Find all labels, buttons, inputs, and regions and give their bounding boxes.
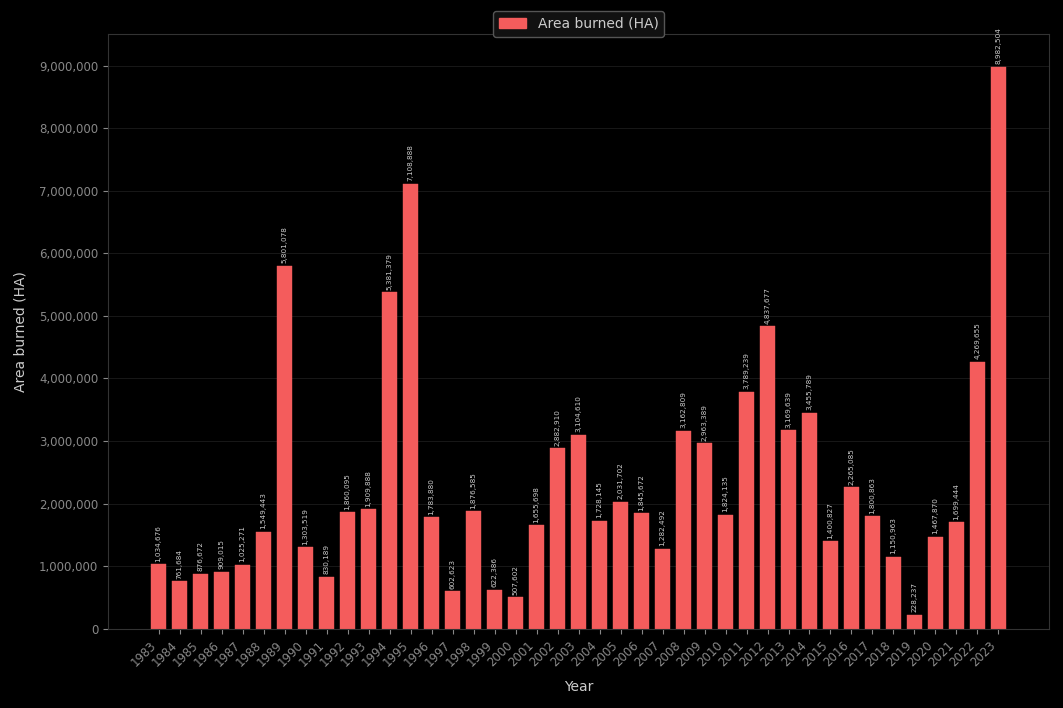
Text: 3,104,610: 3,104,610 — [575, 395, 581, 432]
Text: 761,684: 761,684 — [176, 549, 183, 578]
Bar — [487, 590, 503, 629]
Text: 2,882,910: 2,882,910 — [555, 409, 560, 446]
Bar — [634, 513, 649, 629]
Text: 7,108,888: 7,108,888 — [407, 144, 414, 181]
Text: 1,303,519: 1,303,519 — [303, 508, 308, 544]
Text: 1,845,672: 1,845,672 — [639, 474, 644, 511]
Text: 228,237: 228,237 — [911, 582, 917, 612]
Text: 3,162,809: 3,162,809 — [680, 392, 687, 428]
Text: 602,623: 602,623 — [450, 559, 456, 588]
Bar — [298, 547, 314, 629]
Bar — [382, 292, 398, 629]
Bar — [340, 513, 355, 629]
Bar — [696, 443, 712, 629]
Bar — [403, 184, 419, 629]
Bar — [276, 266, 292, 629]
Bar — [969, 362, 985, 629]
Text: 5,801,078: 5,801,078 — [282, 227, 288, 263]
Text: 909,015: 909,015 — [219, 539, 224, 569]
Text: 1,876,585: 1,876,585 — [471, 472, 476, 509]
Bar — [844, 487, 859, 629]
Bar — [550, 448, 566, 629]
Text: 1,282,492: 1,282,492 — [659, 509, 665, 546]
Bar — [444, 591, 460, 629]
Bar — [571, 435, 587, 629]
Text: 2,031,702: 2,031,702 — [618, 462, 624, 499]
Bar — [823, 541, 839, 629]
X-axis label: Year: Year — [563, 680, 593, 694]
Text: 1,467,870: 1,467,870 — [932, 498, 939, 535]
Bar — [864, 516, 880, 629]
Text: 1,824,135: 1,824,135 — [723, 475, 728, 512]
Text: 622,386: 622,386 — [491, 557, 497, 588]
Bar — [235, 565, 251, 629]
Bar — [676, 431, 691, 629]
Text: 3,169,639: 3,169,639 — [786, 391, 792, 428]
Bar — [172, 581, 187, 629]
Bar — [592, 520, 607, 629]
Text: 2,265,085: 2,265,085 — [848, 447, 855, 484]
Text: 830,189: 830,189 — [323, 544, 330, 574]
Bar — [466, 511, 482, 629]
Bar — [928, 537, 943, 629]
Text: 1,728,145: 1,728,145 — [596, 481, 603, 518]
Bar — [256, 532, 271, 629]
Text: 1,400,827: 1,400,827 — [827, 502, 833, 539]
Bar — [424, 518, 439, 629]
Bar — [718, 515, 733, 629]
Text: 5,381,379: 5,381,379 — [387, 253, 392, 290]
Y-axis label: Area burned (HA): Area burned (HA) — [14, 271, 28, 392]
Text: 1,034,676: 1,034,676 — [155, 525, 162, 561]
Text: 3,789,239: 3,789,239 — [743, 353, 749, 389]
Bar — [739, 392, 755, 629]
Text: 876,672: 876,672 — [198, 542, 204, 571]
Text: 1,699,444: 1,699,444 — [954, 483, 960, 520]
Text: 1,549,443: 1,549,443 — [260, 493, 267, 530]
Text: 1,860,095: 1,860,095 — [344, 473, 351, 510]
Bar — [528, 525, 544, 629]
Bar — [655, 549, 671, 629]
Text: 1,655,698: 1,655,698 — [534, 486, 540, 523]
Bar — [760, 326, 775, 629]
Bar — [192, 574, 208, 629]
Bar — [885, 556, 901, 629]
Bar — [151, 564, 167, 629]
Bar — [991, 67, 1007, 629]
Bar — [780, 430, 796, 629]
Bar — [802, 413, 817, 629]
Text: 2,963,389: 2,963,389 — [702, 404, 708, 441]
Bar — [319, 577, 335, 629]
Bar — [508, 597, 523, 629]
Text: 1,909,888: 1,909,888 — [366, 470, 372, 507]
Text: 1,025,271: 1,025,271 — [239, 525, 246, 562]
Bar — [907, 615, 923, 629]
Text: 1,783,880: 1,783,880 — [428, 478, 435, 515]
Bar — [214, 572, 230, 629]
Text: 1,150,963: 1,150,963 — [891, 518, 896, 554]
Bar — [360, 509, 376, 629]
Bar — [948, 523, 964, 629]
Text: 4,837,677: 4,837,677 — [764, 287, 771, 324]
Bar — [612, 502, 628, 629]
Legend: Area burned (HA): Area burned (HA) — [493, 11, 664, 37]
Text: 8,982,504: 8,982,504 — [995, 27, 1001, 64]
Text: 507,602: 507,602 — [512, 564, 519, 595]
Text: 3,455,789: 3,455,789 — [807, 373, 812, 410]
Text: 1,800,863: 1,800,863 — [870, 476, 876, 513]
Text: 4,269,655: 4,269,655 — [975, 322, 980, 359]
